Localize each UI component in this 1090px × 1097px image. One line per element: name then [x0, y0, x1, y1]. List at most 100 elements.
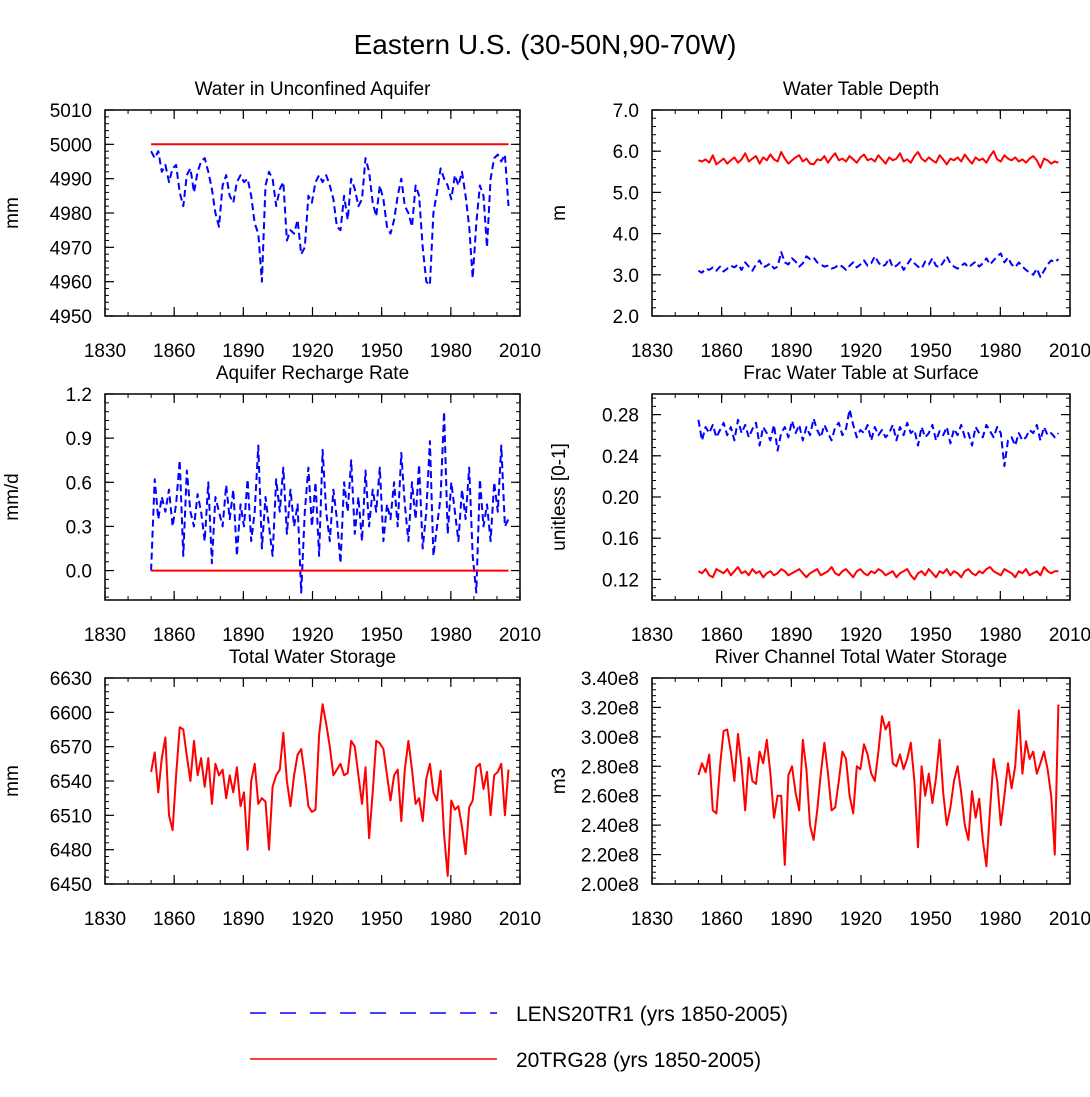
x-tick-label: 1980 [979, 341, 1021, 362]
x-tick-label: 1830 [631, 625, 673, 646]
plot-frame [651, 109, 1071, 317]
figure-title: Eastern U.S. (30-50N,90-70W) [354, 29, 737, 60]
y-tick-label: 0.20 [602, 488, 639, 509]
y-tick-label: 4960 [50, 273, 92, 294]
plot-frame [104, 393, 521, 601]
x-tick-label: 1950 [910, 341, 952, 362]
x-tick-label: 1920 [291, 625, 333, 646]
y-tick-label: 0.6 [66, 473, 92, 494]
y-tick-label: 0.12 [602, 570, 639, 591]
x-tick-label: 2010 [1049, 625, 1090, 646]
y-tick-label: 1.2 [66, 385, 92, 406]
y-tick-label: 6630 [50, 669, 92, 690]
x-tick-label: 1980 [430, 625, 472, 646]
x-tick-label: 2010 [1049, 909, 1090, 930]
series-line-20trg28 [697, 566, 1059, 581]
y-axis-label: mm [2, 765, 23, 797]
plot-frame [104, 109, 521, 317]
series-line-lens20tr1 [150, 410, 510, 594]
y-axis-label: m3 [549, 768, 570, 794]
panel-title: Water Table Depth [783, 79, 939, 100]
x-tick-label: 1950 [910, 625, 952, 646]
series-line-lens20tr1 [697, 251, 1060, 278]
panel-5: Total Water Storage mm 1830 1860 1890 1920 195… [2, 647, 541, 930]
legend-label-20trg: 20TRG28 (yrs 1850-2005) [516, 1049, 761, 1072]
x-tick-label: 1890 [222, 341, 264, 362]
y-tick-label: 2.40e8 [581, 816, 639, 837]
x-tick-label: 1920 [840, 341, 882, 362]
x-tick-label: 1860 [701, 341, 743, 362]
y-tick-label: 2.20e8 [581, 846, 639, 867]
y-tick-label: 4.0 [613, 225, 639, 246]
x-tick-label: 1830 [84, 625, 126, 646]
panel-title: River Channel Total Water Storage [715, 647, 1008, 668]
x-tick-label: 1920 [291, 341, 333, 362]
y-axis-label: mm [2, 197, 23, 229]
y-tick-label: 2.60e8 [581, 787, 639, 808]
y-tick-label: 0.3 [66, 517, 92, 538]
y-tick-label: 0.16 [602, 529, 639, 550]
x-tick-label: 1830 [631, 341, 673, 362]
x-tick-label: 1920 [840, 625, 882, 646]
y-tick-label: 6570 [50, 738, 92, 759]
panel-title: Water in Unconfined Aquifer [195, 79, 432, 100]
x-tick-label: 2010 [499, 341, 541, 362]
y-axis-label: unitless [0-1] [549, 443, 570, 551]
y-tick-label: 4980 [50, 204, 92, 225]
y-tick-label: 5.0 [613, 183, 639, 204]
x-tick-label: 1890 [222, 909, 264, 930]
y-tick-label: 4970 [50, 238, 92, 259]
series-line-20trg28 [697, 704, 1060, 868]
panel-title: Aquifer Recharge Rate [216, 363, 409, 384]
y-axis-label: m [549, 205, 570, 221]
legend-label-lens: LENS20TR1 (yrs 1850-2005) [516, 1003, 788, 1026]
panel-3: Aquifer Recharge Rate mm/d 1830 1860 1890 192… [2, 363, 541, 646]
x-tick-label: 1860 [701, 625, 743, 646]
y-tick-label: 3.0 [613, 266, 639, 287]
x-tick-label: 1830 [84, 909, 126, 930]
x-tick-label: 1950 [361, 625, 403, 646]
panel-title: Total Water Storage [229, 647, 396, 668]
y-tick-label: 6.0 [613, 142, 639, 163]
x-tick-label: 1980 [979, 625, 1021, 646]
panel-4: Frac Water Table at Surface unitless [0-1… [549, 363, 1090, 646]
series-line-20trg28 [698, 150, 1059, 169]
panels: Water in Unconfined Aquifer mm 1830 1860 189… [2, 79, 1090, 930]
y-tick-label: 7.0 [613, 101, 639, 122]
y-tick-label: 0.9 [66, 429, 92, 450]
y-tick-label: 4990 [50, 170, 92, 191]
y-tick-label: 0.0 [66, 562, 92, 583]
y-tick-label: 6600 [50, 703, 92, 724]
y-axis-label: mm/d [2, 473, 23, 521]
x-tick-label: 1860 [701, 909, 743, 930]
x-tick-label: 1830 [631, 909, 673, 930]
panel-2: Water Table Depth m 1830 1860 1890 1920 1950 19… [549, 79, 1090, 362]
y-tick-label: 6510 [50, 806, 92, 827]
y-tick-label: 6540 [50, 772, 92, 793]
y-tick-label: 3.00e8 [581, 728, 639, 749]
x-tick-label: 1860 [153, 909, 195, 930]
x-tick-label: 1860 [153, 341, 195, 362]
x-tick-label: 1890 [770, 909, 812, 930]
legend: LENS20TR1 (yrs 1850-2005) 20TRG28 (yrs 1… [250, 1003, 788, 1072]
y-tick-label: 6480 [50, 841, 92, 862]
y-tick-label: 3.40e8 [581, 669, 639, 690]
plot-frame [651, 677, 1071, 885]
x-tick-label: 2010 [1049, 341, 1090, 362]
x-tick-label: 1890 [770, 341, 812, 362]
x-tick-label: 1980 [430, 909, 472, 930]
x-tick-label: 1950 [910, 909, 952, 930]
x-tick-label: 1920 [840, 909, 882, 930]
x-tick-label: 1920 [291, 909, 333, 930]
series-line-lens20tr1 [150, 150, 510, 287]
series-line-20trg28 [150, 703, 510, 877]
y-tick-label: 0.24 [602, 447, 639, 468]
x-tick-label: 1950 [361, 909, 403, 930]
y-tick-label: 2.0 [613, 307, 639, 328]
x-tick-label: 1890 [222, 625, 264, 646]
y-tick-label: 3.20e8 [581, 698, 639, 719]
y-tick-label: 5000 [50, 135, 92, 156]
panel-title: Frac Water Table at Surface [743, 363, 979, 384]
x-tick-label: 1980 [430, 341, 472, 362]
x-tick-label: 1980 [979, 909, 1021, 930]
